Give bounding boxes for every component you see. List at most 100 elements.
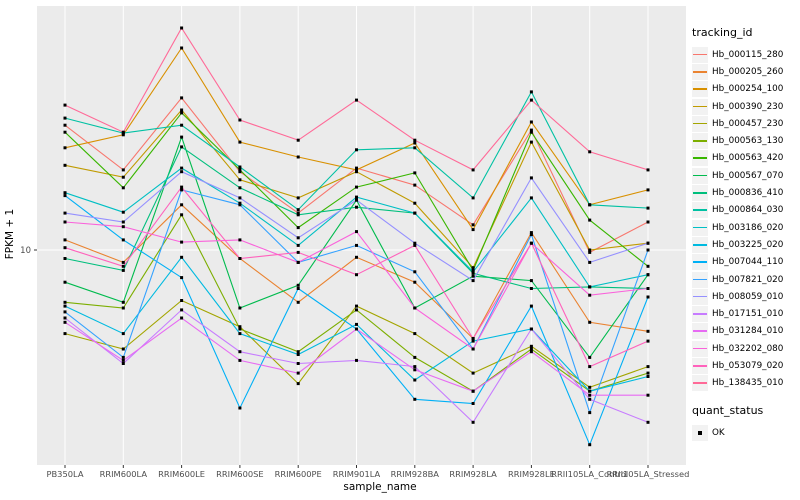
data-point bbox=[238, 406, 242, 410]
x-tick-label: RRIM600SE bbox=[216, 469, 263, 479]
data-point bbox=[63, 116, 67, 120]
panel-background bbox=[37, 6, 686, 465]
data-point bbox=[180, 308, 184, 312]
data-point bbox=[121, 130, 125, 134]
data-point bbox=[63, 103, 67, 107]
data-point bbox=[355, 255, 358, 259]
data-point bbox=[180, 299, 184, 302]
legend-key-icon bbox=[692, 323, 708, 340]
data-point bbox=[296, 138, 300, 142]
legend-entry: Hb_000864_030 bbox=[692, 202, 798, 219]
legend-entry: Hb_007821_020 bbox=[692, 271, 798, 288]
legend-entry: Hb_000457_230 bbox=[692, 115, 798, 132]
data-point bbox=[413, 171, 417, 175]
data-point bbox=[413, 211, 417, 215]
data-point bbox=[238, 306, 242, 310]
x-tick-label: RRII105LA_Control bbox=[551, 469, 628, 479]
data-point bbox=[63, 280, 67, 284]
data-point bbox=[238, 170, 242, 174]
legend-key-icon bbox=[692, 63, 708, 80]
data-point bbox=[355, 185, 358, 189]
legend-key-icon bbox=[692, 202, 708, 219]
data-point bbox=[121, 358, 125, 362]
data-point bbox=[646, 420, 650, 424]
data-point bbox=[63, 163, 67, 167]
data-point bbox=[471, 402, 475, 405]
legend-key-line-icon bbox=[693, 347, 707, 350]
data-point bbox=[355, 327, 358, 331]
legend-key-line-icon bbox=[693, 122, 707, 125]
legend-entry: Hb_000390_230 bbox=[692, 98, 798, 115]
legend-key-line-icon bbox=[693, 140, 707, 142]
data-point bbox=[180, 170, 184, 174]
legend-key-icon bbox=[692, 150, 708, 167]
data-point bbox=[121, 332, 125, 336]
data-point bbox=[529, 231, 533, 235]
data-point bbox=[355, 322, 358, 326]
data-point bbox=[63, 320, 67, 324]
data-point bbox=[121, 220, 125, 224]
legend-entry: Hb_003225_020 bbox=[692, 236, 798, 253]
data-point bbox=[238, 178, 242, 182]
legend-entries: Hb_000115_280 Hb_000205_260 Hb_000254_100 H… bbox=[692, 46, 798, 392]
data-point bbox=[646, 241, 650, 245]
data-point bbox=[296, 382, 300, 386]
legend-key-icon bbox=[692, 133, 708, 150]
legend-key-line-icon bbox=[693, 157, 707, 160]
legend-key-line-icon bbox=[693, 278, 707, 281]
data-point bbox=[471, 266, 475, 270]
data-point bbox=[646, 393, 650, 397]
data-point bbox=[646, 264, 650, 268]
data-point bbox=[355, 308, 358, 312]
data-point bbox=[413, 241, 417, 245]
data-point bbox=[180, 203, 184, 207]
data-point bbox=[63, 194, 67, 198]
legend-key-line-icon bbox=[693, 70, 707, 73]
data-point bbox=[413, 201, 417, 205]
data-point bbox=[121, 347, 125, 351]
data-point bbox=[63, 123, 67, 127]
data-point bbox=[296, 208, 300, 212]
data-point bbox=[296, 350, 300, 354]
data-point bbox=[646, 365, 650, 369]
legend-key-icon bbox=[692, 115, 708, 132]
legend-key-icon bbox=[692, 288, 708, 305]
data-point bbox=[296, 260, 300, 264]
data-point bbox=[471, 339, 475, 343]
data-point bbox=[296, 300, 300, 304]
data-point bbox=[238, 350, 242, 354]
data-point bbox=[121, 355, 125, 359]
data-point bbox=[588, 393, 592, 397]
x-tick-label: RRIM600PE bbox=[275, 469, 322, 479]
data-point bbox=[355, 170, 358, 174]
x-tick-label: RRIM600LA bbox=[100, 469, 148, 479]
data-point bbox=[529, 130, 533, 134]
data-point bbox=[471, 371, 475, 375]
data-point bbox=[180, 188, 184, 192]
data-point bbox=[180, 108, 184, 112]
data-point bbox=[355, 273, 358, 277]
data-point bbox=[529, 98, 533, 102]
legend-key-icon bbox=[692, 306, 708, 323]
data-point bbox=[180, 276, 184, 280]
data-point bbox=[296, 155, 300, 159]
data-point bbox=[471, 347, 475, 351]
data-point bbox=[180, 316, 184, 320]
legend-title-tracking-id: tracking_id bbox=[692, 26, 753, 39]
data-point bbox=[180, 255, 184, 259]
legend-entry-label: Hb_000864_030 bbox=[712, 205, 784, 216]
data-point bbox=[646, 371, 650, 375]
data-point bbox=[471, 420, 475, 424]
data-point bbox=[646, 287, 650, 290]
data-point bbox=[180, 240, 184, 244]
data-point bbox=[529, 344, 533, 348]
legend-key-line-icon bbox=[693, 192, 707, 194]
x-tick-label: RRIM928BA bbox=[391, 469, 440, 479]
data-point bbox=[529, 196, 533, 200]
data-point bbox=[63, 332, 67, 336]
data-point bbox=[296, 371, 300, 375]
data-point bbox=[471, 228, 475, 232]
data-point bbox=[238, 186, 242, 190]
